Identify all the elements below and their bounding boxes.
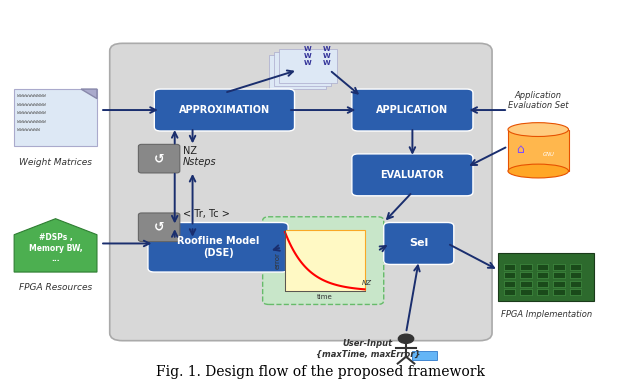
Text: FPGA Resources: FPGA Resources [19, 283, 92, 293]
FancyBboxPatch shape [570, 272, 581, 278]
Text: W: W [303, 46, 311, 52]
FancyBboxPatch shape [279, 49, 337, 83]
Text: W: W [303, 60, 311, 66]
FancyBboxPatch shape [537, 272, 548, 278]
FancyBboxPatch shape [508, 129, 568, 171]
Text: W: W [303, 53, 311, 59]
Text: wwwwwwwwww: wwwwwwwwww [17, 119, 46, 124]
FancyBboxPatch shape [553, 289, 564, 295]
Text: Fig. 1. Design flow of the proposed framework: Fig. 1. Design flow of the proposed fram… [156, 365, 484, 379]
FancyBboxPatch shape [570, 264, 581, 270]
FancyBboxPatch shape [352, 89, 473, 131]
FancyBboxPatch shape [14, 89, 97, 146]
Text: #DSPs ,
Memory BW,
...: #DSPs , Memory BW, ... [29, 233, 83, 263]
Text: APPROXIMATION: APPROXIMATION [179, 105, 270, 115]
FancyBboxPatch shape [274, 52, 332, 86]
Text: error: error [275, 252, 280, 269]
FancyBboxPatch shape [553, 272, 564, 278]
Text: W: W [323, 46, 330, 52]
FancyBboxPatch shape [520, 281, 532, 286]
FancyBboxPatch shape [537, 281, 548, 286]
FancyBboxPatch shape [504, 272, 515, 278]
Text: < Tr, Tc >: < Tr, Tc > [183, 209, 230, 219]
FancyBboxPatch shape [504, 289, 515, 295]
Text: wwwwwwww: wwwwwwww [17, 127, 40, 132]
Text: Weight Matrices: Weight Matrices [19, 158, 92, 167]
Text: Roofline Model
(DSE): Roofline Model (DSE) [177, 237, 259, 258]
Text: Nsteps: Nsteps [183, 157, 216, 167]
Text: APPLICATION: APPLICATION [376, 105, 449, 115]
Text: W: W [323, 60, 330, 66]
Circle shape [398, 334, 413, 343]
FancyBboxPatch shape [138, 144, 180, 173]
FancyBboxPatch shape [499, 253, 594, 301]
FancyBboxPatch shape [109, 43, 492, 341]
FancyBboxPatch shape [553, 264, 564, 270]
Polygon shape [81, 89, 97, 99]
Text: Application
Evaluation Set: Application Evaluation Set [508, 91, 568, 110]
Text: time: time [317, 294, 333, 300]
FancyBboxPatch shape [553, 281, 564, 286]
FancyBboxPatch shape [138, 213, 180, 242]
FancyBboxPatch shape [520, 289, 532, 295]
Text: wwwwwwwwww: wwwwwwwwww [17, 110, 46, 115]
Text: EVALUATOR: EVALUATOR [381, 170, 444, 180]
FancyBboxPatch shape [520, 264, 532, 270]
FancyBboxPatch shape [537, 264, 548, 270]
Text: FPGA Implementation: FPGA Implementation [500, 310, 592, 319]
Text: GNU: GNU [543, 152, 555, 157]
FancyBboxPatch shape [504, 281, 515, 286]
Text: ↺: ↺ [154, 221, 164, 234]
Polygon shape [14, 218, 97, 272]
Text: wwwwwwwwww: wwwwwwwwww [17, 102, 46, 107]
FancyBboxPatch shape [148, 222, 288, 272]
Text: wwwwwwwwww: wwwwwwwwww [17, 93, 46, 98]
FancyBboxPatch shape [570, 281, 581, 286]
Text: NZ: NZ [362, 280, 371, 286]
FancyBboxPatch shape [412, 351, 436, 360]
Text: ↺: ↺ [154, 152, 164, 165]
FancyBboxPatch shape [269, 55, 326, 89]
Text: NZ: NZ [183, 146, 197, 156]
FancyBboxPatch shape [154, 89, 294, 131]
FancyBboxPatch shape [262, 217, 384, 305]
FancyBboxPatch shape [285, 230, 365, 291]
Text: Sel: Sel [409, 238, 428, 248]
FancyBboxPatch shape [352, 154, 473, 196]
FancyBboxPatch shape [520, 272, 532, 278]
FancyBboxPatch shape [570, 289, 581, 295]
FancyBboxPatch shape [537, 289, 548, 295]
Text: W: W [323, 53, 330, 59]
Text: User-Input
{maxTime, maxError}: User-Input {maxTime, maxError} [316, 339, 420, 359]
FancyBboxPatch shape [504, 264, 515, 270]
Text: ⌂: ⌂ [516, 143, 524, 156]
Ellipse shape [508, 122, 568, 136]
Ellipse shape [508, 164, 568, 178]
FancyBboxPatch shape [384, 222, 454, 265]
